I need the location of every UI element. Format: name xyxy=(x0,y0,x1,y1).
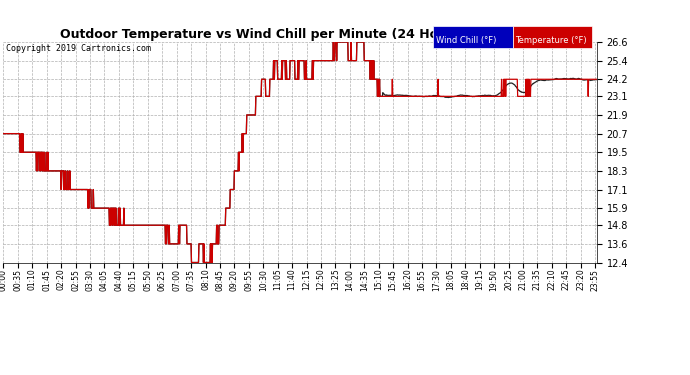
Text: Wind Chill (°F): Wind Chill (°F) xyxy=(436,36,497,45)
Text: Copyright 2019 Cartronics.com: Copyright 2019 Cartronics.com xyxy=(6,44,150,52)
Text: Temperature (°F): Temperature (°F) xyxy=(515,36,587,45)
Title: Outdoor Temperature vs Wind Chill per Minute (24 Hours) 20191215: Outdoor Temperature vs Wind Chill per Mi… xyxy=(60,28,540,41)
